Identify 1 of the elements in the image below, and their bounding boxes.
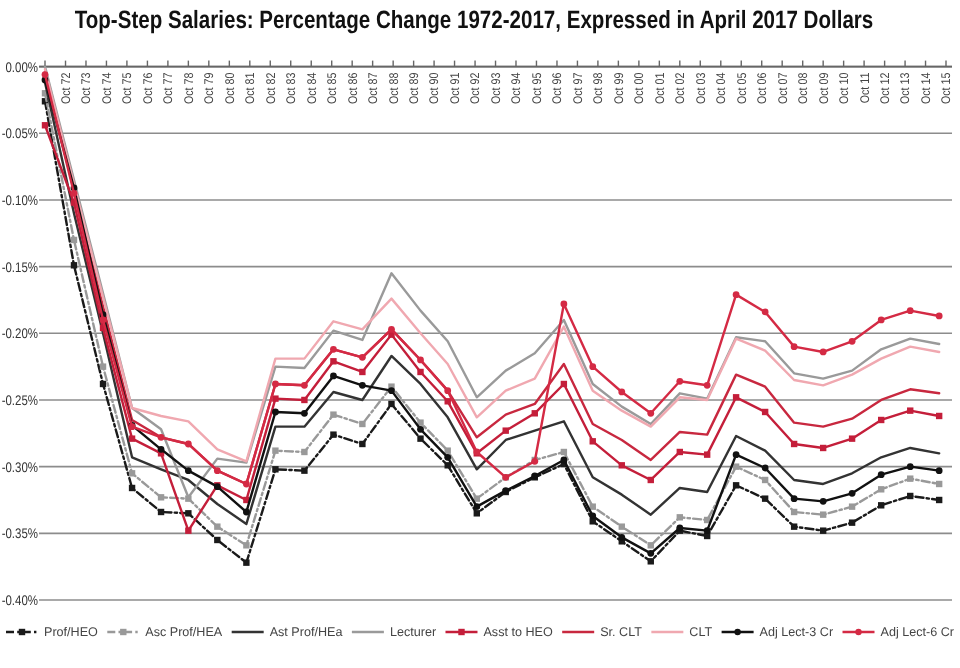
chart-title: Top-Step Salaries: Percentage Change 1972-2017, Expressed in April 2017 Dollars <box>74 8 874 35</box>
